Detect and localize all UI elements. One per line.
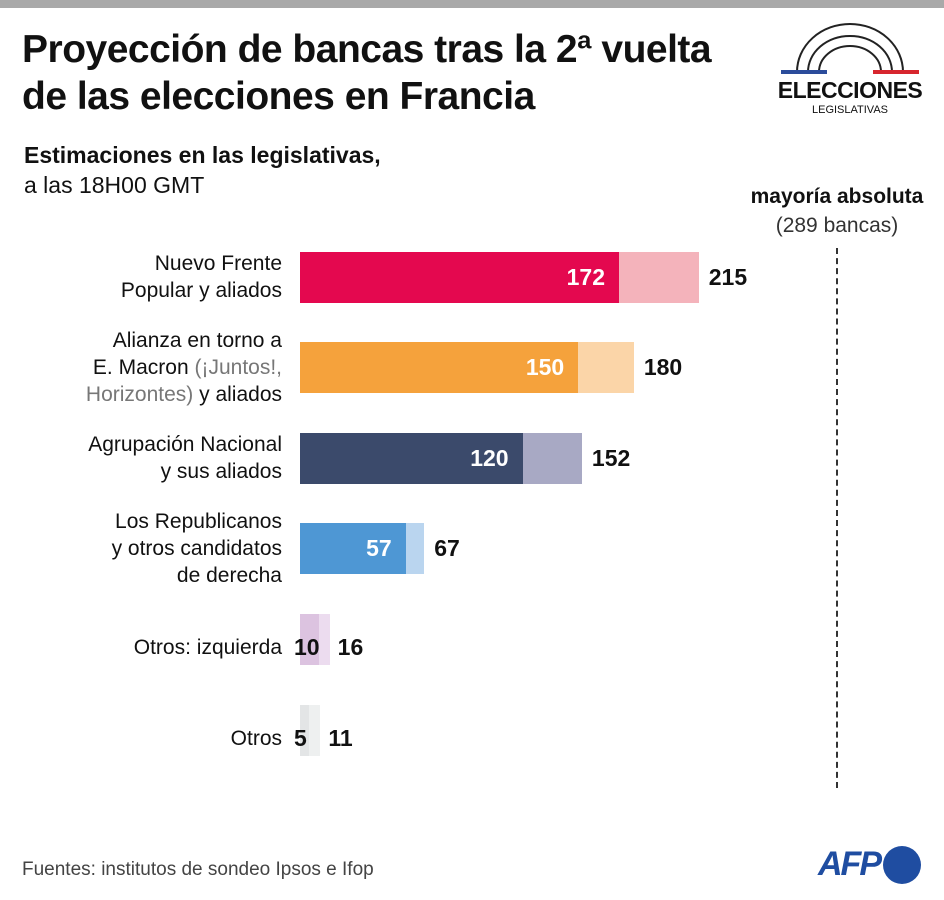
subtitle-line1: Estimaciones en las legislativas, <box>24 142 381 168</box>
value-low-label: 57 <box>366 535 392 561</box>
category-label-text: Otros: izquierda <box>133 635 282 659</box>
afp-logo-dot <box>883 846 921 884</box>
logo-text: ELECCIONES <box>777 77 923 103</box>
value-low-label: 150 <box>525 354 565 380</box>
category-label-text: Nuevo Frente <box>154 252 282 275</box>
category-label-text: Popular y aliados <box>120 279 282 302</box>
logo-subtext: LEGISLATIVAS <box>811 104 888 116</box>
value-low-label: 172 <box>566 264 606 290</box>
afp-logo: AFP <box>818 845 882 883</box>
source-note: Fuentes: institutos de sondeo Ipsos e If… <box>22 859 374 880</box>
category-label-text: Otros <box>230 726 282 750</box>
bar-low <box>300 252 619 303</box>
category-label-text: y otros candidatos <box>111 536 282 560</box>
bar-low <box>300 433 523 484</box>
value-low-label: 10 <box>294 634 320 660</box>
category-label: Alianza en torno a E. Macron (¡Juntos!, Ho… <box>86 327 282 408</box>
category-label: Los Republicanos y otros candidatos de der… <box>112 508 282 589</box>
category-label-text: y sus aliados <box>160 460 282 483</box>
majority-label: mayoría absoluta (289 bancas) <box>730 182 944 240</box>
chart-title: Proyección de bancas tras la 2ª vuelta d… <box>22 28 712 118</box>
bar-low <box>300 342 579 393</box>
value-high-label: 152 <box>591 445 631 471</box>
value-low-label: 5 <box>294 725 307 751</box>
bar-low <box>300 705 310 756</box>
category-label: Nuevo Frente Popular y aliados <box>121 250 282 304</box>
category-label-text: y aliados <box>193 382 282 406</box>
category-label-text: de derecha <box>176 563 282 587</box>
chart-subtitle: Estimaciones en las legislativas, a las … <box>24 140 381 200</box>
category-label-text: Agrupación Nacional <box>88 433 282 456</box>
value-high-label: 215 <box>708 264 748 290</box>
category-label-text: Alianza en torno a <box>112 328 282 352</box>
bar-low <box>300 523 406 574</box>
category-label-text: (¡Juntos!, <box>194 355 282 379</box>
category-label: Otros <box>231 725 282 752</box>
category-label-text: Los Republicanos <box>115 509 282 533</box>
elecciones-logo: ELECCIONES LEGISLATIVAS <box>775 22 925 122</box>
value-high-label: 16 <box>337 634 364 660</box>
bar-low <box>300 614 319 665</box>
value-high-label: 180 <box>643 354 683 380</box>
category-label-text: E. Macron <box>92 355 195 379</box>
majority-line <box>836 248 838 788</box>
arcs-icon <box>781 23 919 74</box>
majority-title: mayoría absoluta <box>750 185 924 208</box>
category-label: Agrupación Nacional y sus aliados <box>88 431 282 485</box>
value-low-label: 120 <box>470 445 509 471</box>
value-high-label: 67 <box>434 535 460 561</box>
category-label-text: Horizontes) <box>85 382 194 406</box>
category-label: Otros: izquierda <box>134 634 282 661</box>
majority-sublabel: (289 bancas) <box>775 214 899 237</box>
subtitle-line2: a las 18H00 GMT <box>24 172 205 198</box>
value-high-label: 11 <box>328 725 353 751</box>
top-bar <box>0 0 944 8</box>
